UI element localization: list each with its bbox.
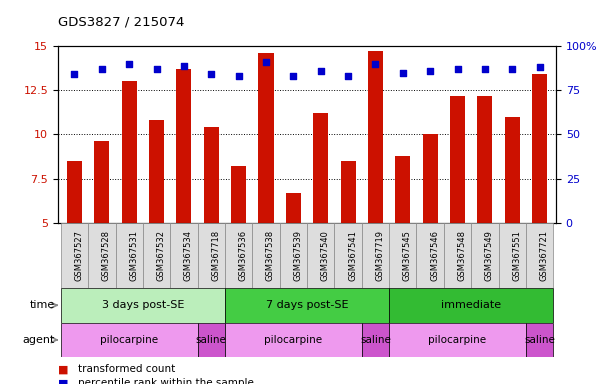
Bar — [225, 223, 252, 288]
Bar — [115, 223, 143, 288]
Text: GSM367539: GSM367539 — [293, 230, 302, 281]
Bar — [143, 223, 170, 288]
Bar — [389, 223, 417, 288]
Bar — [340, 161, 356, 223]
Bar — [67, 161, 82, 223]
Bar — [395, 156, 411, 223]
Bar — [286, 193, 301, 223]
Point — [507, 66, 517, 72]
Bar — [362, 323, 389, 357]
Bar — [225, 288, 389, 323]
Text: percentile rank within the sample: percentile rank within the sample — [78, 378, 254, 384]
Text: GSM367719: GSM367719 — [375, 230, 384, 281]
Bar — [389, 323, 526, 357]
Text: GDS3827 / 215074: GDS3827 / 215074 — [58, 15, 185, 28]
Bar — [389, 288, 554, 323]
Point — [453, 66, 463, 72]
Bar — [313, 113, 328, 223]
Point — [70, 71, 79, 78]
Bar — [368, 51, 383, 223]
Bar — [60, 323, 197, 357]
Bar — [526, 323, 554, 357]
Text: immediate: immediate — [441, 300, 501, 310]
Text: 3 days post-SE: 3 days post-SE — [101, 300, 184, 310]
Text: 7 days post-SE: 7 days post-SE — [266, 300, 348, 310]
Bar — [60, 223, 88, 288]
Bar — [231, 166, 246, 223]
Text: saline: saline — [196, 335, 227, 345]
Point — [207, 71, 216, 78]
Point — [398, 70, 408, 76]
Bar — [334, 223, 362, 288]
Bar — [423, 134, 437, 223]
Bar — [149, 120, 164, 223]
Text: GSM367718: GSM367718 — [211, 230, 220, 281]
Text: GSM367528: GSM367528 — [102, 230, 111, 281]
Point — [97, 66, 107, 72]
Text: pilocarpine: pilocarpine — [428, 335, 486, 345]
Bar — [505, 117, 520, 223]
Bar — [499, 223, 526, 288]
Bar — [197, 223, 225, 288]
Bar — [94, 141, 109, 223]
Text: ■: ■ — [58, 364, 68, 374]
Bar — [258, 53, 274, 223]
Point — [288, 73, 298, 79]
Text: saline: saline — [524, 335, 555, 345]
Point — [234, 73, 244, 79]
Bar — [60, 288, 225, 323]
Bar — [477, 96, 492, 223]
Text: ■: ■ — [58, 378, 68, 384]
Point — [535, 64, 544, 70]
Bar — [280, 223, 307, 288]
Point — [152, 66, 161, 72]
Point — [316, 68, 326, 74]
Bar — [225, 323, 362, 357]
Point — [179, 63, 189, 69]
Text: GSM367721: GSM367721 — [540, 230, 549, 281]
Point — [425, 68, 435, 74]
Point — [343, 73, 353, 79]
Point — [261, 59, 271, 65]
Text: pilocarpine: pilocarpine — [265, 335, 323, 345]
Bar — [532, 74, 547, 223]
Bar — [197, 323, 225, 357]
Bar — [444, 223, 471, 288]
Bar — [88, 223, 115, 288]
Text: GSM367527: GSM367527 — [75, 230, 84, 281]
Text: GSM367549: GSM367549 — [485, 230, 494, 281]
Text: GSM367534: GSM367534 — [184, 230, 193, 281]
Text: GSM367551: GSM367551 — [512, 230, 521, 281]
Bar — [471, 223, 499, 288]
Bar — [177, 69, 191, 223]
Text: GSM367548: GSM367548 — [458, 230, 467, 281]
Bar — [170, 223, 197, 288]
Bar — [203, 127, 219, 223]
Bar — [417, 223, 444, 288]
Bar — [307, 223, 334, 288]
Text: pilocarpine: pilocarpine — [100, 335, 158, 345]
Point — [480, 66, 490, 72]
Text: GSM367541: GSM367541 — [348, 230, 357, 281]
Bar — [252, 223, 280, 288]
Text: GSM367532: GSM367532 — [156, 230, 166, 281]
Text: saline: saline — [360, 335, 391, 345]
Bar — [122, 81, 137, 223]
Bar — [362, 223, 389, 288]
Text: GSM367531: GSM367531 — [129, 230, 138, 281]
Text: GSM367540: GSM367540 — [321, 230, 330, 281]
Point — [124, 61, 134, 67]
Text: time: time — [30, 300, 55, 310]
Bar — [526, 223, 554, 288]
Point — [370, 61, 380, 67]
Text: GSM367536: GSM367536 — [239, 230, 247, 281]
Text: transformed count: transformed count — [78, 364, 175, 374]
Text: GSM367545: GSM367545 — [403, 230, 412, 281]
Text: GSM367546: GSM367546 — [430, 230, 439, 281]
Bar — [450, 96, 465, 223]
Text: agent: agent — [23, 335, 55, 345]
Text: GSM367538: GSM367538 — [266, 230, 275, 281]
